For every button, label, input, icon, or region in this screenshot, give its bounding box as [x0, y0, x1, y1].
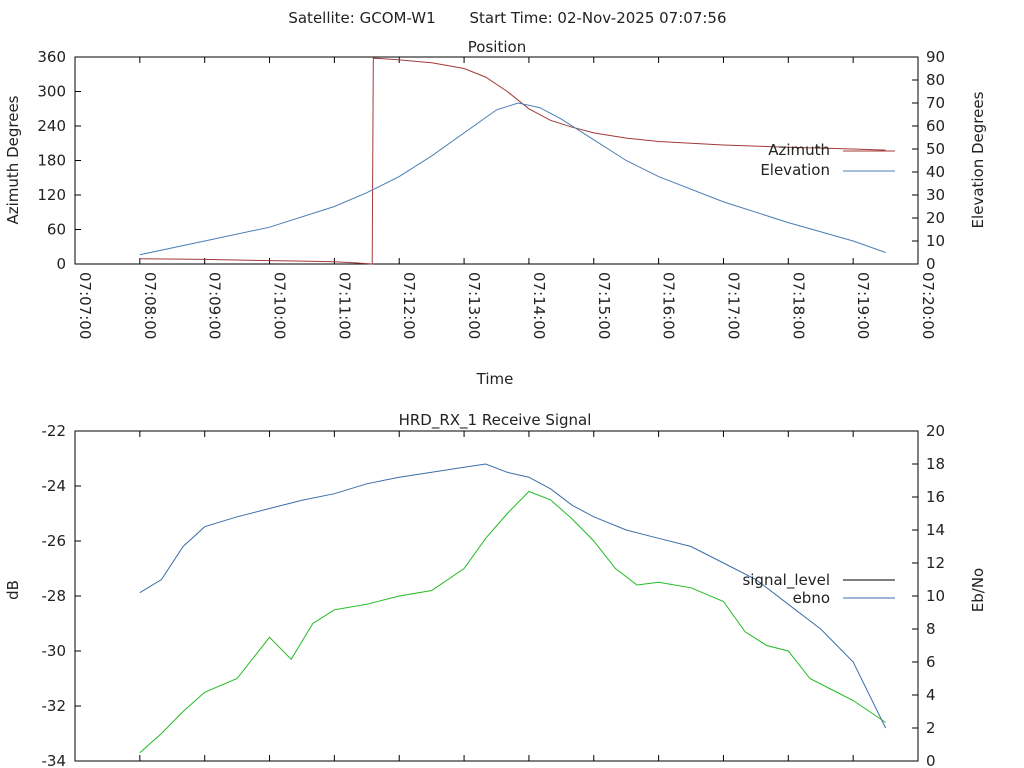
signal-y2tick-label: 20 — [926, 422, 945, 440]
signal-series-ebno — [139, 463, 887, 729]
signal-y2tick-label: 12 — [926, 554, 945, 572]
signal-chart: HRD_RX_1 Receive Signal -34-32-30-28-26-… — [4, 411, 987, 768]
position-xtick-label: 07:07:00 — [76, 272, 94, 339]
signal-y2tick-label: 4 — [926, 686, 936, 704]
signal-series-signal-level — [139, 490, 886, 754]
position-xtick-label: 07:17:00 — [724, 272, 742, 339]
position-y2tick-label: 10 — [926, 232, 945, 250]
signal-y2tick-label: 16 — [926, 488, 945, 506]
signal-ytick-label: -26 — [42, 532, 67, 550]
signal-y2-ticks: 0 2 4 6 8 10 12 14 16 18 20 — [912, 422, 945, 768]
signal-y2tick-label: 18 — [926, 455, 945, 473]
position-y2tick-label: 40 — [926, 163, 945, 181]
signal-y2tick-label: 0 — [926, 752, 936, 768]
legend-ebno-label: ebno — [793, 589, 830, 607]
position-ytick-label: 120 — [37, 186, 66, 204]
signal-y-ticks: -34 -32 -30 -28 -26 -24 -22 — [42, 422, 81, 768]
position-y2tick-label: 30 — [926, 186, 945, 204]
signal-y2tick-label: 14 — [926, 521, 945, 539]
position-y2tick-label: 80 — [926, 71, 945, 89]
db-axis-label: dB — [4, 580, 22, 600]
signal-ytick-label: -30 — [42, 642, 67, 660]
position-y2tick-label: 70 — [926, 94, 945, 112]
position-xtick-label: 07:18:00 — [789, 272, 807, 339]
position-ytick-label: 360 — [37, 48, 66, 66]
signal-x-ticks — [74, 431, 919, 761]
legend-signal-level-label: signal_level — [742, 571, 830, 590]
position-chart: Position 0 60 120 180 240 300 360 0 10 20 30 40 50 6… — [4, 38, 987, 388]
position-series-elevation — [139, 102, 886, 256]
position-xtick-label: 07:19:00 — [854, 272, 872, 339]
position-y2tick-label: 90 — [926, 48, 945, 66]
position-y2tick-label: 50 — [926, 140, 945, 158]
signal-chart-title: HRD_RX_1 Receive Signal — [399, 411, 592, 430]
azimuth-axis-label: Azimuth Degrees — [4, 95, 22, 224]
position-xtick-label: 07:13:00 — [465, 272, 483, 339]
position-y-ticks: 0 60 120 180 240 300 360 — [37, 48, 81, 273]
signal-ytick-label: -34 — [42, 752, 67, 768]
position-xtick-label: 07:11:00 — [335, 272, 353, 339]
position-xtick-label: 07:08:00 — [141, 272, 159, 339]
signal-ytick-label: -22 — [42, 422, 67, 440]
signal-series — [139, 463, 887, 754]
ebno-axis-label: Eb/No — [969, 568, 987, 612]
position-y2tick-label: 20 — [926, 209, 945, 227]
start-time-label: Start Time: 02-Nov-2025 07:07:56 — [469, 9, 726, 27]
satellite-label: Satellite: GCOM-W1 — [288, 9, 435, 27]
signal-ytick-label: -24 — [42, 477, 67, 495]
position-series — [139, 57, 886, 265]
position-y2-ticks: 0 10 20 30 40 50 60 70 80 90 — [912, 48, 945, 273]
signal-plot-frame — [74, 430, 919, 762]
signal-ytick-label: -28 — [42, 587, 67, 605]
signal-y2tick-label: 2 — [926, 719, 936, 737]
signal-y2tick-label: 10 — [926, 587, 945, 605]
position-x-ticks: 07:07:00 07:08:00 07:09:00 07:10:00 07:11:00… — [74, 57, 937, 339]
signal-y2tick-label: 6 — [926, 653, 936, 671]
position-xtick-label: 07:09:00 — [206, 272, 224, 339]
signal-ytick-label: -32 — [42, 697, 67, 715]
position-ytick-label: 60 — [47, 221, 66, 239]
position-ytick-label: 240 — [37, 117, 66, 135]
time-axis-label: Time — [476, 370, 514, 388]
position-series-azimuth — [139, 57, 886, 265]
position-xtick-label: 07:15:00 — [595, 272, 613, 339]
position-ytick-label: 300 — [37, 83, 66, 101]
signal-y2tick-label: 8 — [926, 620, 936, 638]
position-xtick-label: 07:12:00 — [400, 272, 418, 339]
position-xtick-label: 07:20:00 — [919, 272, 937, 339]
position-xtick-label: 07:16:00 — [660, 272, 678, 339]
position-y2tick-label: 60 — [926, 117, 945, 135]
legend-elevation-label: Elevation — [760, 161, 830, 179]
position-ytick-label: 0 — [56, 255, 66, 273]
position-xtick-label: 07:10:00 — [271, 272, 289, 339]
elevation-axis-label: Elevation Degrees — [969, 91, 987, 228]
position-chart-title: Position — [468, 38, 526, 56]
position-ytick-label: 180 — [37, 152, 66, 170]
legend-azimuth-label: Azimuth — [768, 141, 830, 159]
position-y2tick-label: 0 — [926, 255, 936, 273]
position-xtick-label: 07:14:00 — [530, 272, 548, 339]
